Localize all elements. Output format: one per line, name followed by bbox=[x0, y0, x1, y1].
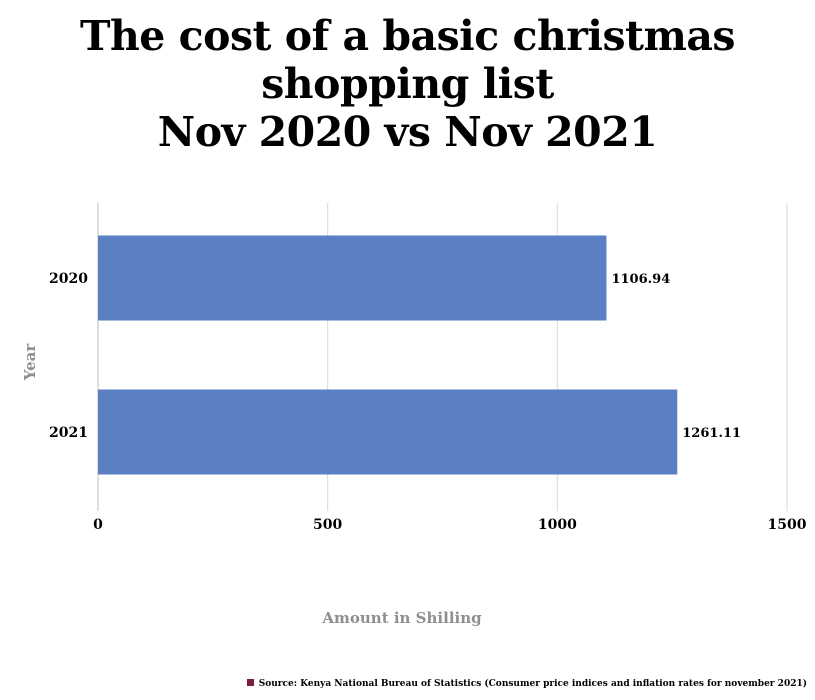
x-axis-label: Amount in Shilling bbox=[321, 609, 482, 627]
x-tick-label: 1500 bbox=[768, 517, 807, 533]
y-tick-label: 2021 bbox=[49, 425, 88, 441]
bar-2020 bbox=[98, 235, 607, 321]
title-line-3: Nov 2020 vs Nov 2021 bbox=[157, 108, 658, 156]
x-tick-label: 500 bbox=[313, 517, 342, 533]
chart-title: The cost of a basic christmas shopping l… bbox=[0, 12, 815, 156]
x-tick-label: 0 bbox=[93, 517, 103, 533]
title-line-1: The cost of a basic christmas bbox=[79, 12, 736, 60]
source-note: Source: Kenya National Bureau of Statist… bbox=[246, 679, 807, 689]
source-text: Source: Kenya National Bureau of Statist… bbox=[258, 679, 807, 689]
title-line-2: shopping list bbox=[261, 60, 554, 108]
x-tick-label: 1000 bbox=[538, 517, 577, 533]
source-swatch bbox=[246, 679, 254, 686]
data-label: 1106.94 bbox=[611, 272, 670, 287]
y-axis-label: Year bbox=[21, 343, 39, 382]
data-label: 1261.11 bbox=[682, 426, 741, 441]
bar-2021 bbox=[98, 389, 678, 475]
y-tick-label: 2020 bbox=[49, 271, 88, 287]
